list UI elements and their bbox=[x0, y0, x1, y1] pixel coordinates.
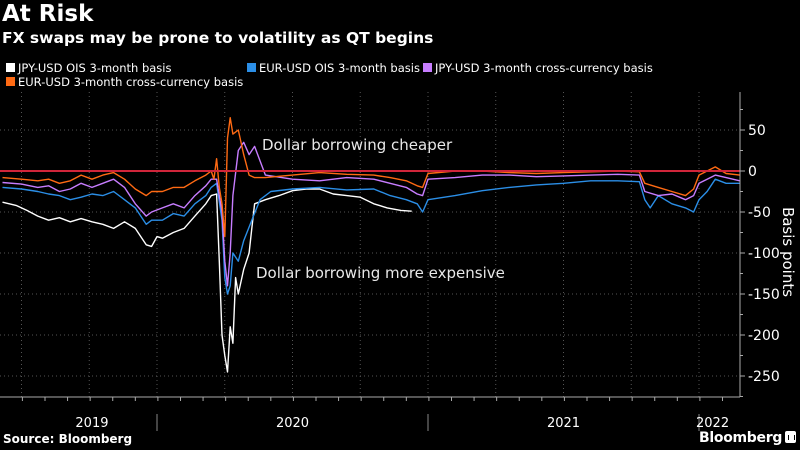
series-line-3 bbox=[2, 116, 740, 238]
legend-swatch bbox=[247, 63, 256, 72]
chart-title: At Risk bbox=[2, 1, 94, 27]
annotation-more-expensive: Dollar borrowing more expensive bbox=[256, 264, 505, 282]
legend-item-jpy-ois: JPY-USD OIS 3-month basis bbox=[6, 61, 171, 75]
bloomberg-logo-icon bbox=[785, 431, 797, 443]
y-tick-label: -250 bbox=[748, 369, 780, 385]
legend-label: JPY-USD 3-month cross-currency basis bbox=[435, 61, 653, 75]
y-tick-label: 50 bbox=[748, 123, 766, 139]
legend-item-jpy-ccy: JPY-USD 3-month cross-currency basis bbox=[423, 61, 653, 75]
legend-item-eur-ccy: EUR-USD 3-month cross-currency basis bbox=[6, 75, 243, 89]
legend-label: JPY-USD OIS 3-month basis bbox=[18, 61, 172, 75]
axes: 50 0 -50 -100 -150 -200 -250 2019 2020 2021 2022 bbox=[0, 92, 780, 431]
x-year-label: 2020 bbox=[276, 416, 309, 431]
brand-logo: Bloomberg bbox=[699, 430, 797, 446]
y-tick-label: 0 bbox=[748, 164, 757, 180]
series-line-1 bbox=[2, 178, 740, 295]
y-tick-label: -50 bbox=[748, 205, 771, 221]
legend-swatch bbox=[423, 63, 432, 72]
x-year-label: 2022 bbox=[696, 416, 729, 431]
y-tick-label: -150 bbox=[748, 287, 780, 303]
legend-swatch bbox=[6, 63, 15, 72]
x-year-label: 2019 bbox=[75, 416, 108, 431]
chart-subtitle: FX swaps may be prone to volatility as Q… bbox=[2, 29, 434, 47]
source-note: Source: Bloomberg bbox=[3, 432, 133, 446]
series-line-2 bbox=[2, 141, 740, 287]
legend-item-eur-ois: EUR-USD OIS 3-month basis bbox=[247, 61, 420, 75]
x-year-label: 2021 bbox=[547, 416, 580, 431]
y-tick-label: -200 bbox=[748, 328, 780, 344]
legend-label: EUR-USD 3-month cross-currency basis bbox=[18, 75, 244, 89]
series-line-0 bbox=[2, 188, 412, 373]
y-axis-label: Basis points bbox=[779, 207, 797, 297]
y-tick-label: -100 bbox=[748, 246, 780, 262]
legend-swatch bbox=[6, 77, 15, 86]
annotation-cheaper: Dollar borrowing cheaper bbox=[262, 136, 453, 154]
legend-label: EUR-USD OIS 3-month basis bbox=[259, 61, 420, 75]
series-group bbox=[0, 116, 740, 373]
brand-text: Bloomberg bbox=[699, 430, 783, 446]
